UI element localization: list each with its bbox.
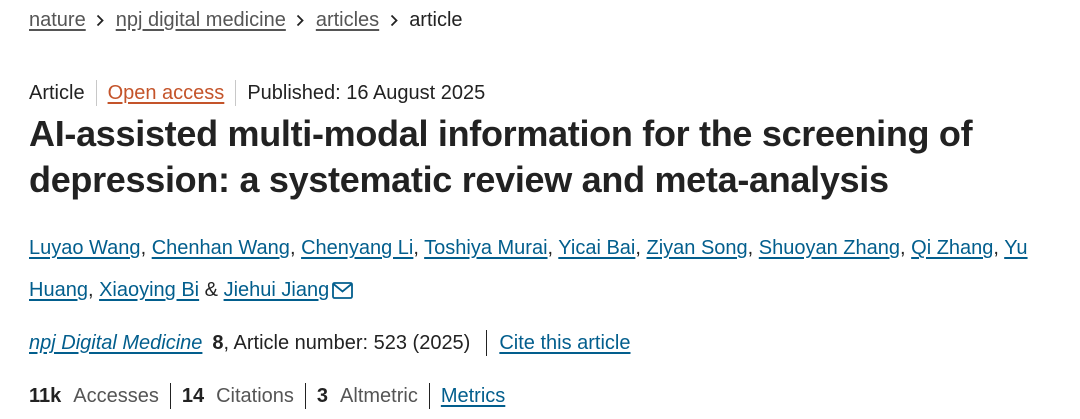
breadcrumb-link-nature[interactable]: nature <box>29 9 86 31</box>
author-link[interactable]: Toshiya Murai <box>424 237 548 259</box>
author-link[interactable]: Ziyan Song <box>646 237 748 259</box>
divider <box>304 383 306 409</box>
breadcrumb-link-articles[interactable]: articles <box>315 9 380 31</box>
author-separator: , <box>900 237 912 259</box>
author-list: Luyao Wang, Chenhan Wang, Chenyang Li, T… <box>29 227 1049 314</box>
breadcrumb-current: article <box>409 9 463 31</box>
citations-count: 14 <box>181 385 205 407</box>
journal-link[interactable]: npj Digital Medicine <box>29 332 203 354</box>
author-link[interactable]: Shuoyan Zhang <box>758 237 901 259</box>
article-type: Article <box>29 82 85 104</box>
accesses-label: Accesses <box>73 385 159 407</box>
chevron-right-icon <box>286 14 316 27</box>
author-separator: , <box>87 279 100 301</box>
article-metrics: 11k Accesses 14 Citations 3 Altmetric Me… <box>29 383 505 409</box>
divider <box>169 383 171 409</box>
article-meta: Article Open access Published: 16 August… <box>29 80 485 106</box>
citations-label: Citations <box>216 385 294 407</box>
divider <box>235 80 237 106</box>
author-link[interactable]: Luyao Wang <box>29 237 141 259</box>
author-link[interactable]: Chenyang Li <box>301 237 414 259</box>
author-link[interactable]: Qi Zhang <box>911 237 994 259</box>
divider <box>486 330 488 356</box>
altmetric-count: 3 <box>316 385 329 407</box>
author-link[interactable]: Chenhan Wang <box>151 237 290 259</box>
chevron-right-icon <box>86 14 116 27</box>
author-separator: & <box>199 279 224 301</box>
metrics-link[interactable]: Metrics <box>440 385 506 407</box>
author-separator: , <box>289 237 302 259</box>
divider <box>95 80 97 106</box>
breadcrumb: nature npj digital medicine articles art… <box>29 6 463 34</box>
author-separator: , <box>635 237 647 259</box>
cite-this-article-link[interactable]: Cite this article <box>499 332 631 354</box>
breadcrumb-link-journal[interactable]: npj digital medicine <box>115 9 286 31</box>
author-link[interactable]: Jiehui Jiang <box>223 279 330 301</box>
author-link[interactable]: Xiaoying Bi <box>99 279 200 301</box>
citation-info: npj Digital Medicine 8 , Article number:… <box>29 330 631 356</box>
author-separator: , <box>547 237 559 259</box>
altmetric-label: Altmetric <box>340 385 418 407</box>
accesses-count: 11k <box>29 385 62 407</box>
author-separator: , <box>993 237 1005 259</box>
journal-volume: 8 <box>212 332 224 354</box>
article-title: AI-assisted multi-modal information for … <box>29 113 973 200</box>
published-date: Published: 16 August 2025 <box>247 82 486 104</box>
open-access-link[interactable]: Open access <box>107 82 225 104</box>
author-separator: , <box>140 237 152 259</box>
envelope-icon[interactable] <box>332 272 354 314</box>
divider <box>428 383 430 409</box>
author-link[interactable]: Yicai Bai <box>558 237 636 259</box>
author-separator: , <box>747 237 759 259</box>
author-separator: , <box>413 237 425 259</box>
author-link[interactable]: Yu Huang <box>29 237 1028 301</box>
article-number: , Article number: 523 (2025) <box>223 332 471 354</box>
chevron-right-icon <box>379 14 409 27</box>
